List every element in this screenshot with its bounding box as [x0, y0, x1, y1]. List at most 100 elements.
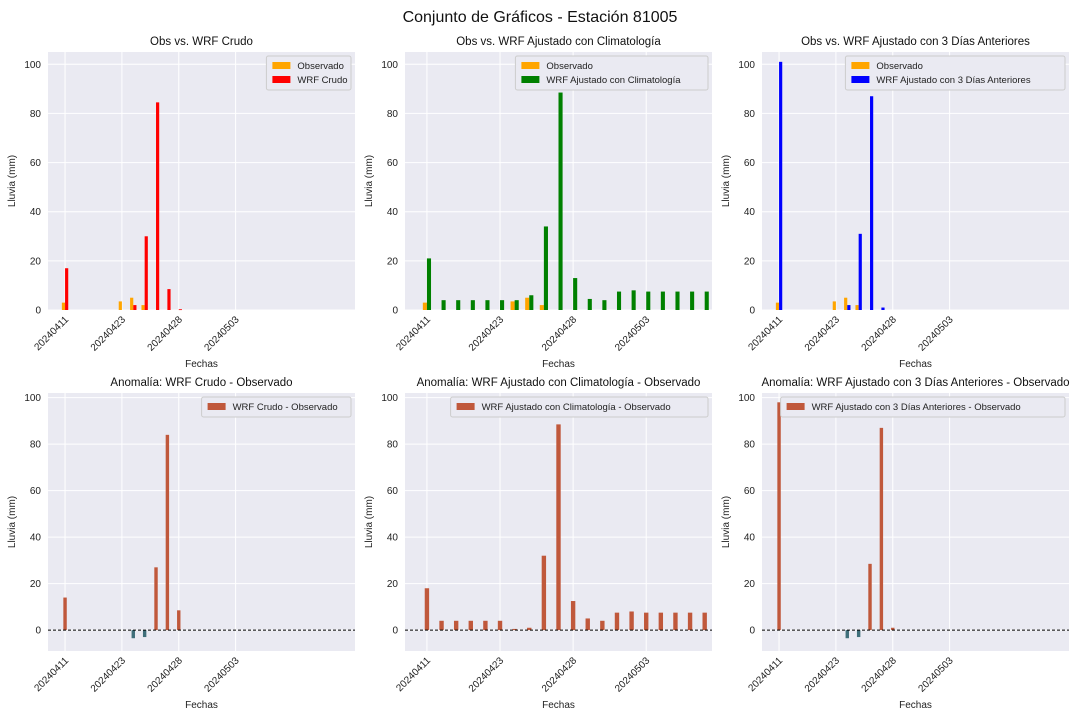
y-tick-label: 0: [392, 306, 398, 317]
y-axis-label: Lluvia (mm): [364, 155, 375, 207]
y-axis-label: Lluvia (mm): [721, 155, 732, 207]
y-tick-label: 40: [387, 207, 399, 218]
bar: [424, 588, 430, 631]
x-tick-label: 20240423: [467, 655, 507, 695]
legend-label: WRF Crudo - Observado: [233, 402, 338, 413]
subplot-title: Obs vs. WRF Crudo: [150, 36, 253, 48]
y-tick-label: 20: [30, 579, 42, 590]
x-tick-label: 20240423: [803, 314, 843, 354]
bar: [844, 297, 848, 310]
legend-label: Observado: [297, 61, 343, 72]
subplot-title: Obs vs. WRF Ajustado con Climatología: [456, 36, 661, 48]
bar: [614, 612, 620, 631]
bar: [644, 612, 649, 631]
subplot-title: Anomalía: WRF Crudo - Observado: [110, 377, 292, 389]
bar: [847, 305, 851, 310]
bar: [587, 298, 592, 310]
y-tick-label: 80: [744, 109, 756, 120]
y-tick-label: 0: [749, 626, 755, 637]
x-tick-label: 20240423: [89, 314, 129, 354]
bar: [704, 291, 709, 310]
bar: [422, 302, 427, 310]
subplot-3: 0 20 40 60 80 100 20240411 20240423 20240428 2024…: [721, 36, 1069, 370]
y-axis-label: Lluvia (mm): [364, 496, 375, 548]
bar: [870, 96, 874, 310]
bar: [658, 612, 664, 631]
legend: Observado WRF Crudo: [265, 55, 352, 91]
bar: [144, 236, 148, 310]
x-axis-label: Fechas: [899, 700, 932, 711]
legend-box: [514, 55, 709, 91]
bar: [500, 300, 505, 310]
legend-swatch: [786, 403, 805, 410]
x-axis-label: Fechas: [185, 359, 218, 370]
bar: [660, 291, 665, 310]
bar: [779, 61, 783, 311]
y-tick-label: 60: [744, 486, 756, 497]
y-tick-label: 0: [749, 306, 755, 317]
legend: WRF Ajustado con Climatología - Observad…: [450, 396, 709, 418]
bar: [512, 628, 517, 631]
y-tick-label: 60: [744, 158, 756, 169]
bar: [856, 630, 861, 638]
x-tick-label: 20240503: [613, 655, 653, 695]
bar: [556, 424, 561, 631]
x-tick-label: 20240411: [394, 655, 433, 694]
y-tick-label: 0: [392, 626, 398, 637]
bar: [441, 300, 446, 310]
y-tick-label: 60: [387, 486, 399, 497]
bar: [426, 258, 432, 310]
bar: [539, 305, 544, 310]
bar: [514, 300, 519, 310]
subplot-title: Obs vs. WRF Ajustado con 3 Días Anterior…: [801, 36, 1030, 48]
x-tick-label: 20240428: [540, 655, 580, 695]
x-tick-label: 20240423: [803, 655, 843, 695]
x-tick-label: 20240423: [89, 655, 129, 695]
legend-swatch: [521, 76, 540, 83]
legend: Observado WRF Ajustado con 3 Días Anterio…: [844, 55, 1066, 91]
legend-box: [201, 396, 352, 418]
y-tick-label: 80: [30, 440, 42, 451]
bar: [891, 627, 895, 631]
y-tick-label: 0: [35, 306, 41, 317]
legend-swatch: [456, 403, 475, 410]
y-tick-label: 0: [35, 626, 41, 637]
y-tick-label: 40: [744, 533, 756, 544]
y-tick-label: 20: [387, 256, 399, 267]
bar: [600, 620, 605, 631]
legend-label: Observado: [546, 61, 592, 72]
y-tick-label: 100: [738, 60, 755, 71]
bar: [541, 555, 547, 631]
bar: [63, 597, 67, 631]
bar: [529, 295, 534, 310]
y-tick-label: 100: [24, 393, 41, 404]
y-tick-label: 40: [387, 533, 399, 544]
subplot-title: Anomalía: WRF Ajustado con 3 Días Anteri…: [761, 377, 1069, 389]
bar: [485, 300, 490, 310]
y-tick-label: 60: [387, 158, 399, 169]
x-tick-label: 20240503: [916, 655, 956, 695]
x-tick-label: 20240503: [916, 314, 956, 354]
x-tick-label: 20240428: [146, 655, 186, 695]
y-tick-label: 20: [30, 256, 42, 267]
bar: [777, 402, 781, 631]
y-axis-label: Lluvia (mm): [7, 155, 18, 207]
legend: WRF Crudo - Observado: [201, 396, 352, 418]
x-axis-label: Fechas: [185, 700, 218, 711]
y-tick-label: 100: [381, 60, 398, 71]
y-tick-label: 60: [30, 486, 42, 497]
y-tick-label: 100: [24, 60, 41, 71]
figure-title: Conjunto de Gráficos - Estación 81005: [402, 9, 678, 26]
x-tick-label: 20240428: [860, 314, 900, 354]
y-tick-label: 20: [744, 579, 756, 590]
subplot-title: Anomalía: WRF Ajustado con Climatología …: [417, 377, 701, 389]
bar: [154, 567, 158, 631]
bar: [453, 620, 459, 631]
bar: [142, 630, 147, 638]
bar: [570, 601, 576, 631]
legend-swatch: [207, 403, 226, 410]
x-tick-label: 20240503: [202, 314, 242, 354]
bar: [855, 305, 859, 310]
plot-area: [762, 52, 1069, 310]
